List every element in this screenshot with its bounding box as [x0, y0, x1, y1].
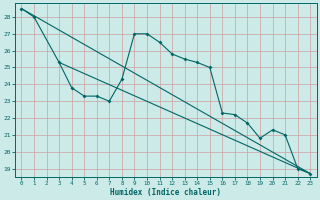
X-axis label: Humidex (Indice chaleur): Humidex (Indice chaleur) [110, 188, 221, 197]
